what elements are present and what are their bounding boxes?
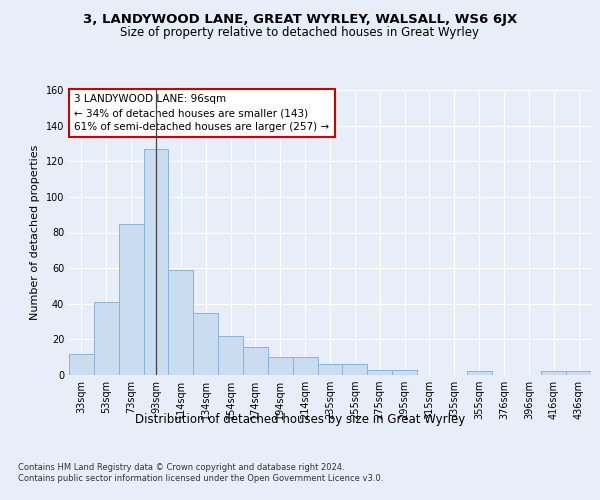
Bar xyxy=(343,364,367,375)
Text: 3, LANDYWOOD LANE, GREAT WYRLEY, WALSALL, WS6 6JX: 3, LANDYWOOD LANE, GREAT WYRLEY, WALSALL… xyxy=(83,12,517,26)
Bar xyxy=(119,224,143,375)
Bar xyxy=(293,357,317,375)
Y-axis label: Number of detached properties: Number of detached properties xyxy=(30,145,40,320)
Bar xyxy=(541,372,566,375)
Bar xyxy=(218,336,243,375)
Bar xyxy=(243,346,268,375)
Text: Contains public sector information licensed under the Open Government Licence v3: Contains public sector information licen… xyxy=(18,474,383,483)
Bar xyxy=(69,354,94,375)
Text: Size of property relative to detached houses in Great Wyrley: Size of property relative to detached ho… xyxy=(121,26,479,39)
Bar xyxy=(392,370,417,375)
Bar xyxy=(169,270,193,375)
Bar xyxy=(94,302,119,375)
Text: Distribution of detached houses by size in Great Wyrley: Distribution of detached houses by size … xyxy=(135,412,465,426)
Text: 3 LANDYWOOD LANE: 96sqm
← 34% of detached houses are smaller (143)
61% of semi-d: 3 LANDYWOOD LANE: 96sqm ← 34% of detache… xyxy=(74,94,329,132)
Bar xyxy=(467,372,491,375)
Bar xyxy=(193,312,218,375)
Bar xyxy=(143,149,169,375)
Bar xyxy=(566,372,591,375)
Bar xyxy=(367,370,392,375)
Bar xyxy=(317,364,343,375)
Text: Contains HM Land Registry data © Crown copyright and database right 2024.: Contains HM Land Registry data © Crown c… xyxy=(18,462,344,471)
Bar xyxy=(268,357,293,375)
